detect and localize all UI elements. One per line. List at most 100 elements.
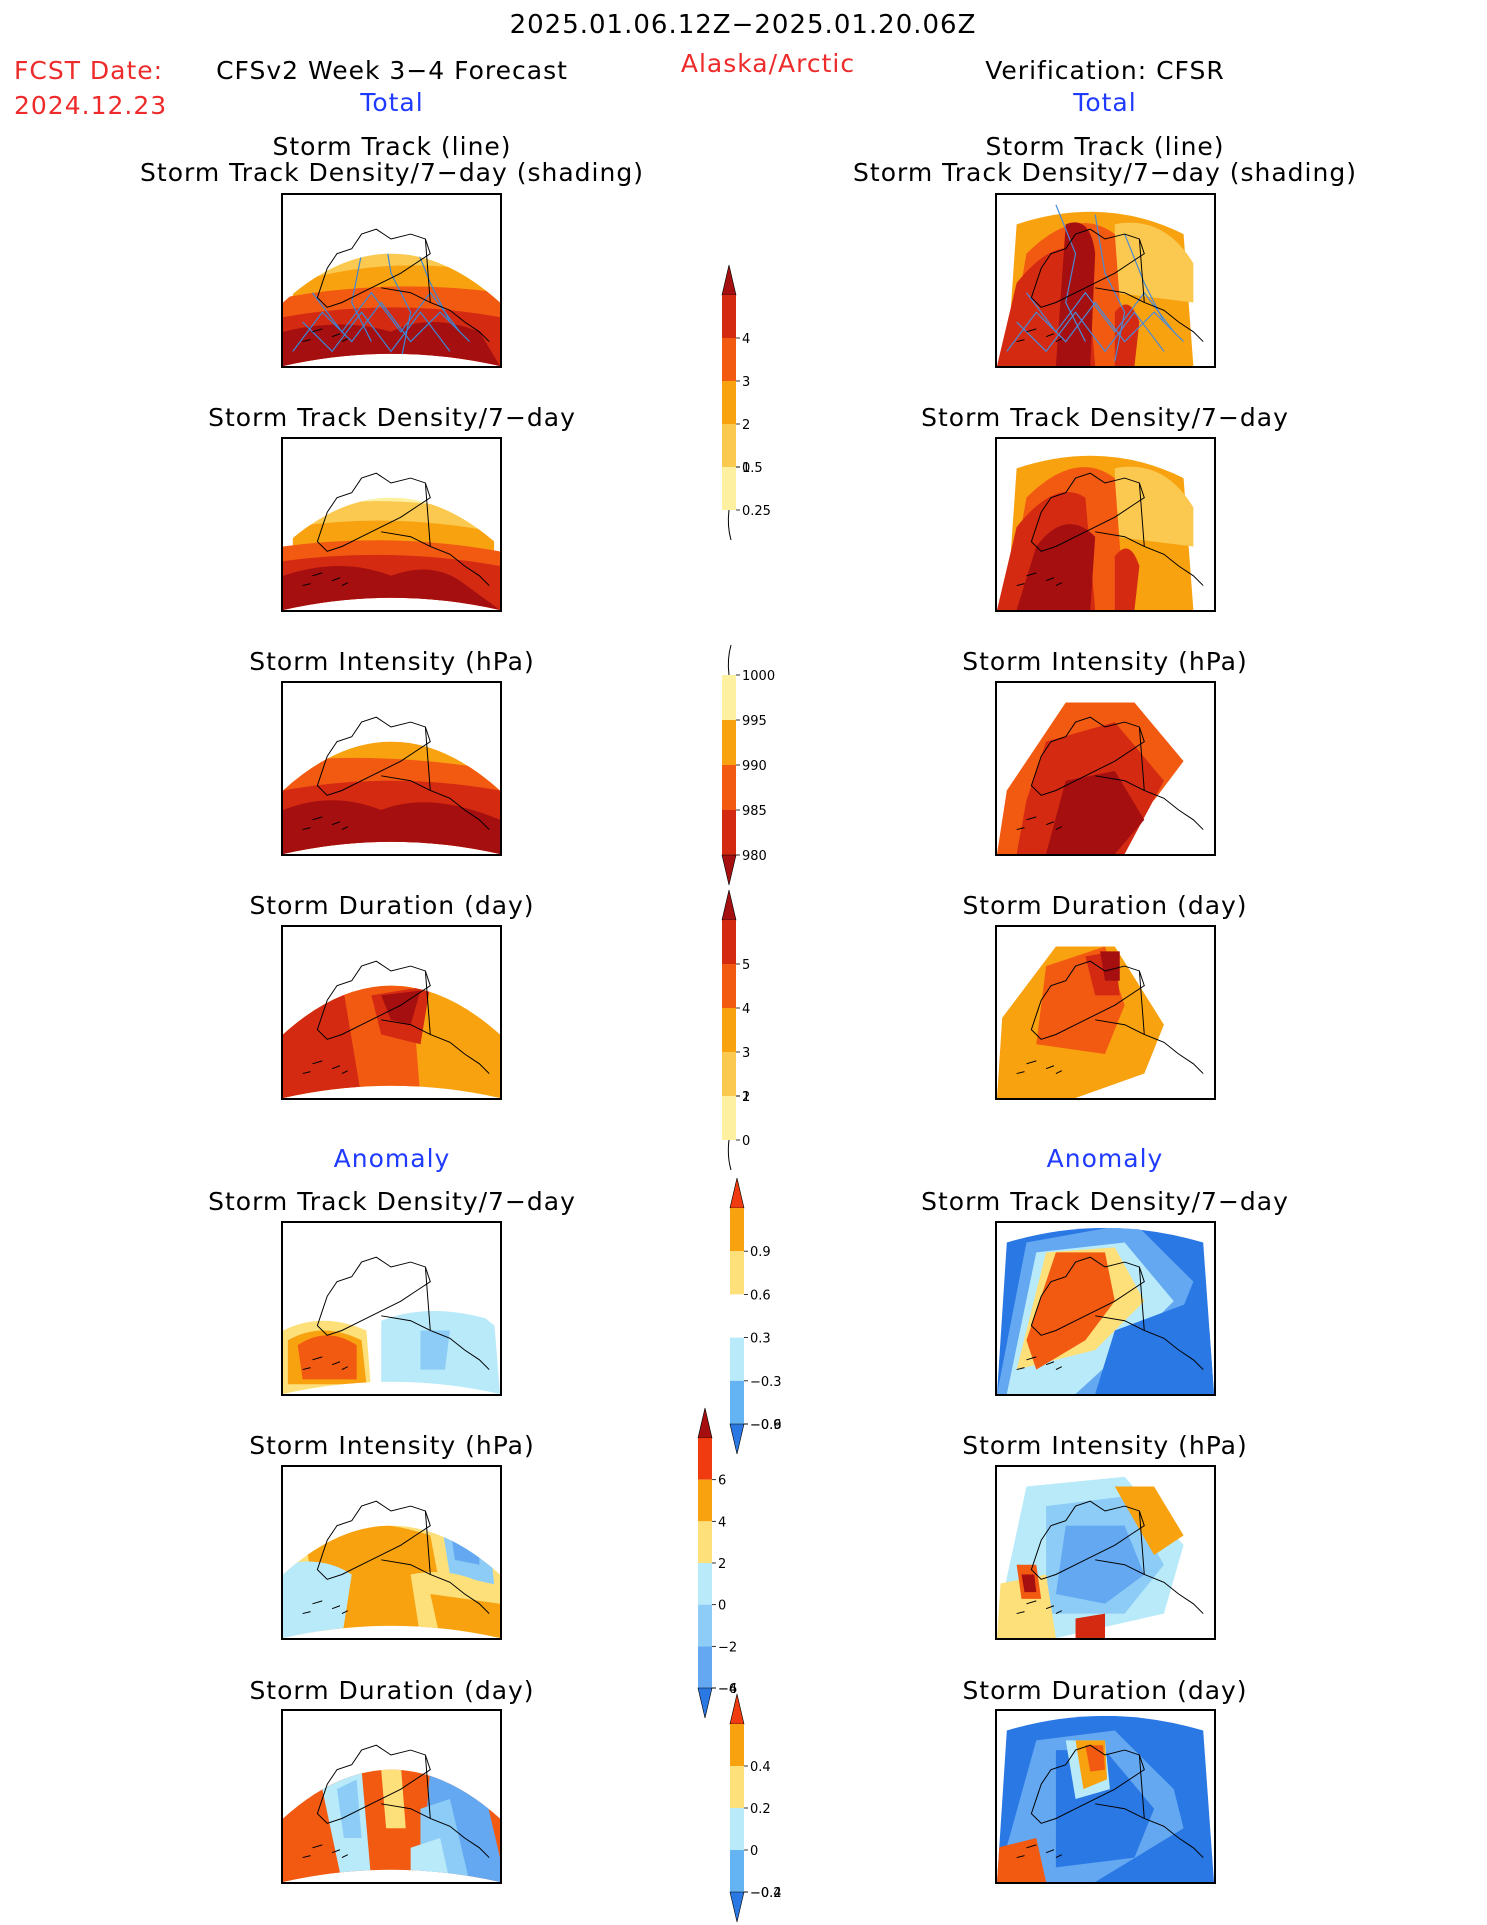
left-anomaly-label: Anomaly bbox=[333, 1144, 451, 1173]
alaska-coastline bbox=[1030, 228, 1145, 308]
map-contour-fill bbox=[1075, 1613, 1106, 1638]
panhandle-coast bbox=[381, 1803, 490, 1858]
colorbar-swatch bbox=[722, 720, 736, 765]
canada-border bbox=[424, 482, 431, 547]
colorbar-swatch bbox=[730, 1251, 744, 1295]
aleutian-islands bbox=[1016, 816, 1063, 831]
left-anom-duration-title: Storm Duration (day) bbox=[249, 1676, 535, 1705]
coastline bbox=[1016, 1500, 1204, 1615]
storm-track-line bbox=[1006, 301, 1184, 352]
alaska-coastline bbox=[316, 1256, 431, 1336]
coastline bbox=[302, 472, 490, 587]
panhandle-coast bbox=[381, 1559, 490, 1614]
colorbar-label: 995 bbox=[742, 714, 767, 729]
colorbar-swatch bbox=[698, 1438, 712, 1480]
colorbar-swatch bbox=[722, 424, 736, 467]
colorbar-label: 0 bbox=[718, 1599, 726, 1614]
colorbar-swatch bbox=[730, 1850, 744, 1892]
fcst-date-value: 2024.12.23 bbox=[14, 91, 168, 120]
colorbar-label: 0.25 bbox=[742, 504, 771, 519]
map-contour-fill bbox=[381, 1769, 406, 1829]
colorbar-arrow-top bbox=[729, 1693, 745, 1725]
colorbar-swatch bbox=[722, 964, 736, 1008]
alaska-coastline bbox=[1030, 960, 1145, 1040]
coastline bbox=[302, 228, 490, 343]
colorbar-arrow-bottom bbox=[697, 1687, 713, 1719]
right-anom-intensity-title: Storm Intensity (hPa) bbox=[962, 1431, 1248, 1460]
aleutian-islands bbox=[302, 1600, 349, 1615]
map-contour-fill bbox=[997, 1838, 1047, 1882]
left-intensity-map bbox=[281, 681, 502, 856]
map-contour-fill bbox=[430, 1594, 500, 1638]
coastline bbox=[1016, 1256, 1204, 1371]
right-anom-density-title: Storm Track Density/7−day bbox=[921, 1187, 1289, 1216]
right-anom-duration-map bbox=[995, 1709, 1216, 1884]
colorbar-arrow-bottom bbox=[729, 1891, 745, 1923]
panhandle-coast bbox=[381, 287, 490, 342]
colorbar-swatch bbox=[730, 1808, 744, 1850]
coastline bbox=[302, 960, 490, 1075]
colorbar-label: 5 bbox=[742, 958, 750, 973]
left-intensity-title: Storm Intensity (hPa) bbox=[249, 647, 535, 676]
panhandle-coast bbox=[1095, 1315, 1204, 1370]
colorbar-swatch bbox=[730, 1294, 744, 1338]
colorbar-label: 990 bbox=[742, 759, 767, 774]
colorbar-label: 0.2 bbox=[750, 1802, 771, 1817]
map-field bbox=[997, 1227, 1214, 1394]
map-contour-fill bbox=[283, 800, 500, 854]
map-field bbox=[283, 1525, 500, 1638]
left-track-shading-title: Storm Track Density/7−day (shading) bbox=[140, 158, 644, 187]
colorbar-label: 4 bbox=[742, 1002, 750, 1017]
colorbar-tail-bottom bbox=[727, 1139, 732, 1171]
coastline bbox=[1016, 716, 1204, 831]
storm-track-line bbox=[292, 301, 470, 352]
panhandle-coast bbox=[381, 1315, 490, 1370]
colorbar-label: 4 bbox=[742, 332, 750, 347]
right-anom-intensity-map bbox=[995, 1465, 1216, 1640]
map-contour-fill bbox=[1100, 951, 1120, 981]
right-duration-title: Storm Duration (day) bbox=[962, 891, 1248, 920]
left-anom-duration-map bbox=[281, 1709, 502, 1884]
colorbar-arrow-bottom bbox=[729, 1423, 745, 1455]
canada-border bbox=[1138, 482, 1145, 547]
colorbar-arrow-top bbox=[697, 1407, 713, 1439]
panhandle-coast bbox=[1095, 287, 1204, 342]
storm-track-line bbox=[1124, 233, 1165, 323]
colorbar-label: 1 bbox=[742, 1090, 750, 1105]
left-anom-intensity-map bbox=[281, 1465, 502, 1640]
map-field bbox=[283, 1281, 500, 1394]
canada-border bbox=[424, 1754, 431, 1819]
colorbar-arrow-top bbox=[721, 264, 737, 296]
alaska-coastline bbox=[1030, 716, 1145, 796]
alaska-coastline bbox=[1030, 1256, 1145, 1336]
map-contour-fill bbox=[1095, 1301, 1214, 1394]
right-intensity-title: Storm Intensity (hPa) bbox=[962, 647, 1248, 676]
coastline bbox=[302, 1256, 490, 1371]
storm-tracks bbox=[292, 253, 470, 362]
colorbar-swatch bbox=[730, 1724, 744, 1766]
storm-track-line bbox=[1016, 311, 1165, 353]
colorbar-label: −0.3 bbox=[750, 1375, 782, 1390]
map-field bbox=[283, 253, 500, 366]
left-density-map bbox=[281, 437, 502, 612]
colorbar-swatch bbox=[722, 920, 736, 964]
coastline bbox=[1016, 472, 1204, 587]
aleutian-islands bbox=[302, 572, 349, 587]
canada-border bbox=[1138, 726, 1145, 791]
colorbar-swatch bbox=[722, 467, 736, 510]
map-field bbox=[997, 204, 1194, 366]
panhandle-coast bbox=[381, 775, 490, 830]
storm-track-line bbox=[380, 253, 412, 362]
colorbar-label: 0.3 bbox=[750, 1332, 771, 1347]
colorbar-label: 0.4 bbox=[750, 1760, 771, 1775]
storm-track-line bbox=[1055, 204, 1086, 342]
aleutian-islands bbox=[1016, 328, 1063, 343]
colorbar-label: 985 bbox=[742, 804, 767, 819]
alaska-coastline bbox=[1030, 1744, 1145, 1824]
canada-border bbox=[424, 1510, 431, 1575]
map-contour-fill bbox=[1046, 770, 1145, 854]
colorbar-swatch bbox=[698, 1646, 712, 1688]
alaska-coastline bbox=[316, 472, 431, 552]
map-field bbox=[283, 497, 500, 610]
left-duration-map bbox=[281, 925, 502, 1100]
